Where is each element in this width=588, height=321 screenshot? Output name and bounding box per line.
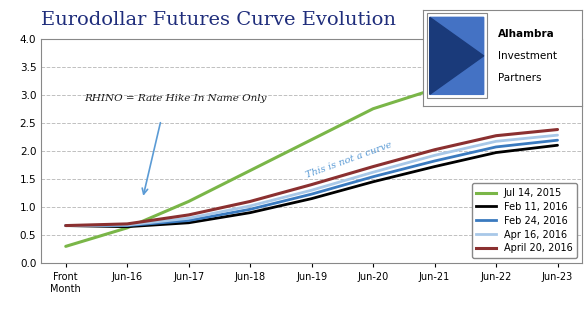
April 20, 2016 <box>246 199 253 204</box>
Polygon shape <box>430 17 484 94</box>
Feb 11, 2016 <box>62 224 69 228</box>
Polygon shape <box>430 56 484 94</box>
April 20, 2016 <box>185 213 192 217</box>
Feb 24, 2016 <box>493 145 500 149</box>
Text: This is not a curve: This is not a curve <box>304 140 393 180</box>
Polygon shape <box>430 17 484 56</box>
Apr 16, 2016 <box>62 224 69 228</box>
Apr 16, 2016 <box>185 216 192 220</box>
Feb 11, 2016 <box>493 151 500 154</box>
Line: Feb 24, 2016: Feb 24, 2016 <box>66 140 557 226</box>
Legend: Jul 14, 2015, Feb 11, 2016, Feb 24, 2016, Apr 16, 2016, April 20, 2016: Jul 14, 2015, Feb 11, 2016, Feb 24, 2016… <box>472 183 577 258</box>
Jul 14, 2015 <box>370 107 377 111</box>
Feb 24, 2016 <box>62 224 69 228</box>
Feb 24, 2016 <box>246 207 253 211</box>
Feb 24, 2016 <box>431 159 438 163</box>
Jul 14, 2015 <box>185 199 192 204</box>
Feb 11, 2016 <box>246 211 253 214</box>
Jul 14, 2015 <box>493 70 500 74</box>
Line: April 20, 2016: April 20, 2016 <box>66 130 557 226</box>
Feb 11, 2016 <box>123 225 131 229</box>
Jul 14, 2015 <box>431 87 438 91</box>
Text: Investment: Investment <box>498 51 557 61</box>
Apr 16, 2016 <box>431 153 438 157</box>
Text: Alhambra: Alhambra <box>498 29 554 39</box>
Feb 24, 2016 <box>123 224 131 228</box>
Feb 11, 2016 <box>431 165 438 169</box>
Apr 16, 2016 <box>308 188 315 192</box>
Jul 14, 2015 <box>554 60 561 64</box>
Line: Apr 16, 2016: Apr 16, 2016 <box>66 135 557 226</box>
April 20, 2016 <box>493 134 500 138</box>
Apr 16, 2016 <box>554 133 561 137</box>
April 20, 2016 <box>308 183 315 187</box>
Feb 24, 2016 <box>370 175 377 178</box>
April 20, 2016 <box>370 165 377 169</box>
Jul 14, 2015 <box>123 226 131 230</box>
Feb 11, 2016 <box>370 180 377 184</box>
Jul 14, 2015 <box>62 245 69 248</box>
Jul 14, 2015 <box>246 169 253 172</box>
Line: Feb 11, 2016: Feb 11, 2016 <box>66 145 557 227</box>
Apr 16, 2016 <box>493 139 500 143</box>
Line: Jul 14, 2015: Jul 14, 2015 <box>66 62 557 247</box>
Feb 24, 2016 <box>554 138 561 142</box>
Apr 16, 2016 <box>123 223 131 227</box>
Text: Eurodollar Futures Curve Evolution: Eurodollar Futures Curve Evolution <box>41 11 396 29</box>
Feb 24, 2016 <box>308 192 315 196</box>
Text: Partners: Partners <box>498 73 542 83</box>
Apr 16, 2016 <box>370 170 377 174</box>
April 20, 2016 <box>431 148 438 152</box>
Feb 24, 2016 <box>185 219 192 222</box>
Feb 11, 2016 <box>554 143 561 147</box>
Feb 11, 2016 <box>308 197 315 201</box>
Text: RHINO = Rate Hike In Name Only: RHINO = Rate Hike In Name Only <box>85 94 267 103</box>
Feb 11, 2016 <box>185 221 192 225</box>
Jul 14, 2015 <box>308 138 315 142</box>
Apr 16, 2016 <box>246 204 253 208</box>
April 20, 2016 <box>123 222 131 226</box>
April 20, 2016 <box>62 224 69 228</box>
April 20, 2016 <box>554 128 561 132</box>
